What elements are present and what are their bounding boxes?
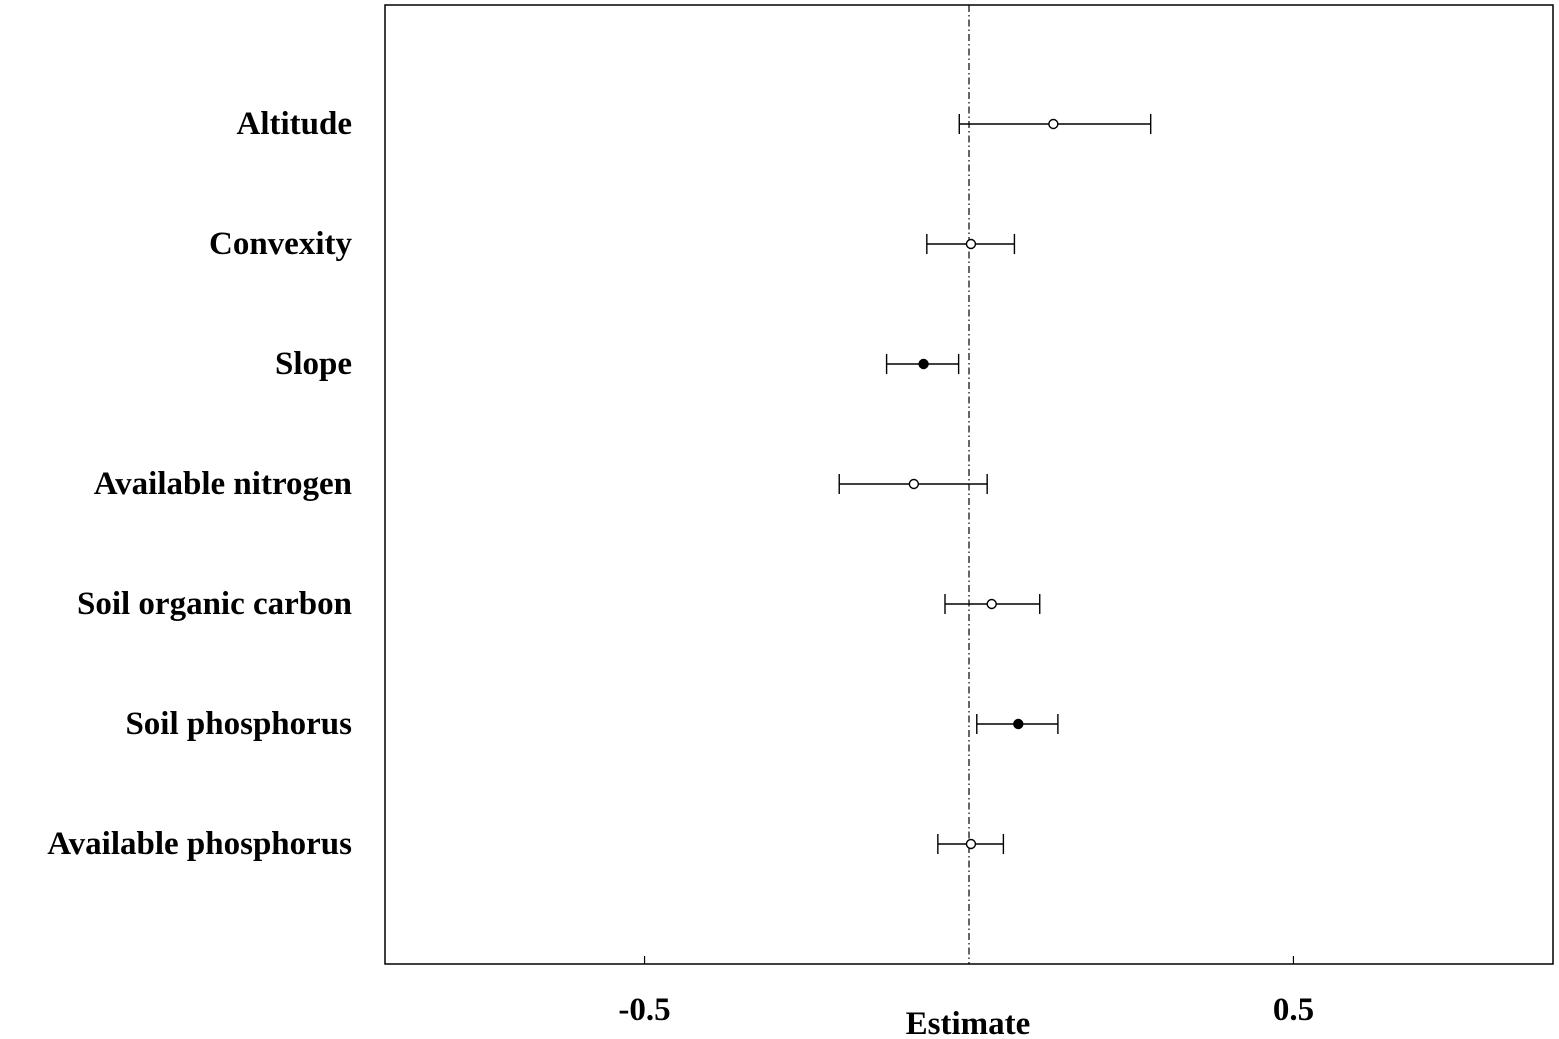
estimate-point bbox=[1048, 118, 1059, 130]
estimate-point bbox=[965, 838, 977, 850]
estimate-row: Convexity bbox=[209, 226, 1016, 262]
row-label: Available nitrogen bbox=[94, 466, 352, 502]
row-label: Available phosphorus bbox=[47, 826, 352, 862]
estimate-rows: Altitude Convexity Slope Available nitrogen… bbox=[47, 106, 1152, 862]
x-axis-title: Estimate bbox=[906, 1006, 1031, 1039]
estimate-row: Available phosphorus bbox=[47, 826, 1005, 862]
estimate-row: Altitude bbox=[237, 106, 1152, 142]
row-label: Slope bbox=[275, 346, 352, 382]
x-tick-label: -0.5 bbox=[618, 992, 670, 1028]
x-axis-ticks: -0.5 0.5 bbox=[618, 956, 1314, 1028]
row-label: Altitude bbox=[237, 106, 353, 142]
estimate-row: Slope bbox=[275, 346, 960, 382]
x-tick-label: 0.5 bbox=[1273, 992, 1314, 1028]
estimate-point bbox=[1013, 718, 1024, 730]
estimate-point bbox=[965, 238, 977, 250]
row-label: Soil organic carbon bbox=[77, 586, 352, 622]
estimate-point bbox=[986, 598, 997, 610]
estimate-row: Soil phosphorus bbox=[125, 706, 1059, 742]
row-label: Soil phosphorus bbox=[125, 706, 352, 742]
row-label: Convexity bbox=[209, 226, 352, 262]
estimate-row: Soil organic carbon bbox=[77, 586, 1041, 622]
estimate-row: Available nitrogen bbox=[94, 466, 988, 502]
estimate-point bbox=[908, 478, 920, 490]
estimate-point bbox=[918, 358, 929, 370]
